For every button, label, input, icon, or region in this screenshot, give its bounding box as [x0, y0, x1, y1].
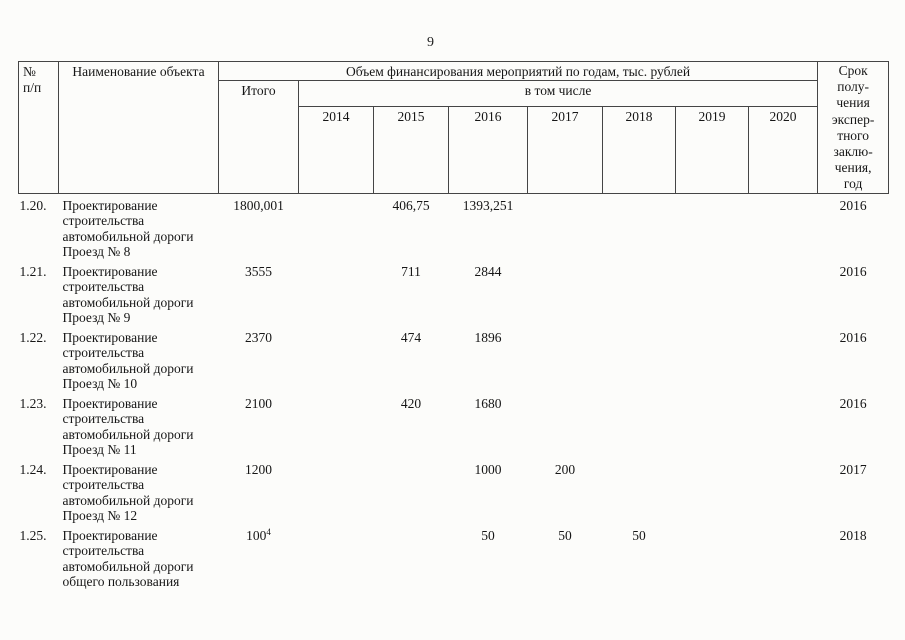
row-index-cell: 1.21. [19, 263, 47, 279]
year-2016-value-cell: 1000 [474, 461, 502, 477]
header-expertise-deadline: Срок полу- чения экспер- тного заклю- че… [817, 61, 890, 194]
year-2017-value-cell [528, 326, 603, 392]
object-name-cell: Проектирование строительства автомобильн… [62, 527, 194, 590]
year-2016-value-cell: 1896 [474, 329, 502, 345]
year-2020-value-cell [749, 392, 818, 458]
total-value-cell: 3555 [245, 263, 272, 279]
row-index-cell: 1.24. [19, 461, 47, 477]
header-year-2017: 2017 [527, 105, 603, 194]
year-2017-value-cell [528, 260, 603, 326]
year-2019-value-cell [676, 193, 749, 260]
year-2018-value-cell: 50 [632, 527, 646, 543]
financing-table: № п/п Наименование объекта Объем финанси… [18, 61, 890, 590]
footnote-marker: 4 [266, 526, 271, 537]
row-index-cell: 1.22. [19, 329, 47, 345]
year-2015-value-cell: 474 [400, 329, 422, 345]
year-2018-value-cell [603, 458, 676, 524]
header-year-2014: 2014 [298, 105, 374, 194]
year-2017-value-cell: 200 [554, 461, 576, 477]
year-2016-value-cell: 2844 [474, 263, 502, 279]
total-value-cell: 2100 [245, 395, 272, 411]
row-index-cell: 1.23. [19, 395, 47, 411]
year-2017-value-cell [528, 392, 603, 458]
expertise-year-cell: 2016 [839, 197, 867, 213]
year-2014-value-cell [299, 392, 374, 458]
header-including: в том числе [297, 80, 819, 107]
year-2014-value-cell [299, 326, 374, 392]
total-value-cell: 1800,001 [233, 197, 284, 213]
year-2018-value-cell [603, 326, 676, 392]
table-row: 1.21. Проектирование строительства автом… [19, 260, 889, 326]
expertise-year-cell: 2016 [839, 329, 867, 345]
table-row: 1.20. Проектирование строительства автом… [19, 193, 889, 260]
year-2019-value-cell [676, 458, 749, 524]
header-row-number: № п/п [18, 61, 59, 194]
year-2018-value-cell [603, 392, 676, 458]
object-name-cell: Проектирование строительства автомобильн… [62, 461, 194, 524]
year-2020-value-cell [749, 326, 818, 392]
table-row: 1.24. Проектирование строительства автом… [19, 458, 889, 524]
year-2016-value-cell: 1680 [474, 395, 502, 411]
year-2015-value-cell: 711 [401, 263, 421, 279]
year-2014-value-cell [299, 524, 374, 590]
year-2016-value-cell: 50 [481, 527, 495, 543]
year-2018-value-cell [603, 193, 676, 260]
table-row: 1.25. Проектирование строительства автом… [19, 524, 889, 590]
object-name-cell: Проектирование строительства автомобильн… [62, 197, 194, 260]
year-2016-value-cell: 1393,251 [462, 197, 514, 213]
header-financing-volume: Объем финансирования мероприятий по года… [217, 61, 819, 81]
total-value-cell: 2370 [245, 329, 272, 345]
row-index-cell: 1.20. [19, 197, 47, 213]
year-2019-value-cell [676, 392, 749, 458]
header-year-2019: 2019 [675, 105, 749, 194]
table-body: 1.20. Проектирование строительства автом… [19, 193, 889, 590]
year-2015-value-cell: 420 [400, 395, 422, 411]
year-2014-value-cell [299, 458, 374, 524]
year-2020-value-cell [749, 524, 818, 590]
year-2017-value-cell [528, 193, 603, 260]
year-2015-value-cell: 406,75 [392, 197, 430, 213]
expertise-year-cell: 2016 [839, 395, 867, 411]
total-value: 100 [246, 527, 267, 543]
year-2019-value-cell [676, 260, 749, 326]
object-name-cell: Проектирование строительства автомобильн… [62, 395, 194, 458]
total-value-cell: 1200 [245, 461, 272, 477]
header-year-2020: 2020 [747, 105, 819, 194]
expertise-year-cell: 2017 [839, 461, 867, 477]
header-year-2015: 2015 [373, 105, 449, 194]
year-2020-value-cell [749, 458, 818, 524]
table-row: 1.23. Проектирование строительства автом… [19, 392, 889, 458]
total-value-cell: 1004 [219, 524, 299, 590]
header-year-2016: 2016 [448, 105, 528, 194]
header-object-name: Наименование объекта [58, 61, 219, 194]
year-2019-value-cell [676, 524, 749, 590]
table-header: № п/п Наименование объекта Объем финанси… [18, 61, 890, 194]
year-2020-value-cell [749, 260, 818, 326]
header-total: Итого [218, 80, 299, 194]
object-name-cell: Проектирование строительства автомобильн… [62, 263, 194, 326]
year-2015-value-cell [374, 524, 449, 590]
year-2014-value-cell [299, 193, 374, 260]
table-row: 1.22. Проектирование строительства автом… [19, 326, 889, 392]
expertise-year-cell: 2018 [839, 527, 867, 543]
year-2018-value-cell [603, 260, 676, 326]
year-2019-value-cell [676, 326, 749, 392]
header-year-2018: 2018 [602, 105, 676, 194]
year-2014-value-cell [299, 260, 374, 326]
object-name-cell: Проектирование строительства автомобильн… [62, 329, 194, 392]
year-2017-value-cell: 50 [558, 527, 572, 543]
expertise-year-cell: 2016 [839, 263, 867, 279]
year-2020-value-cell [749, 193, 818, 260]
row-index-cell: 1.25. [19, 527, 47, 543]
year-2015-value-cell [374, 458, 449, 524]
page-number: 9 [427, 35, 434, 50]
